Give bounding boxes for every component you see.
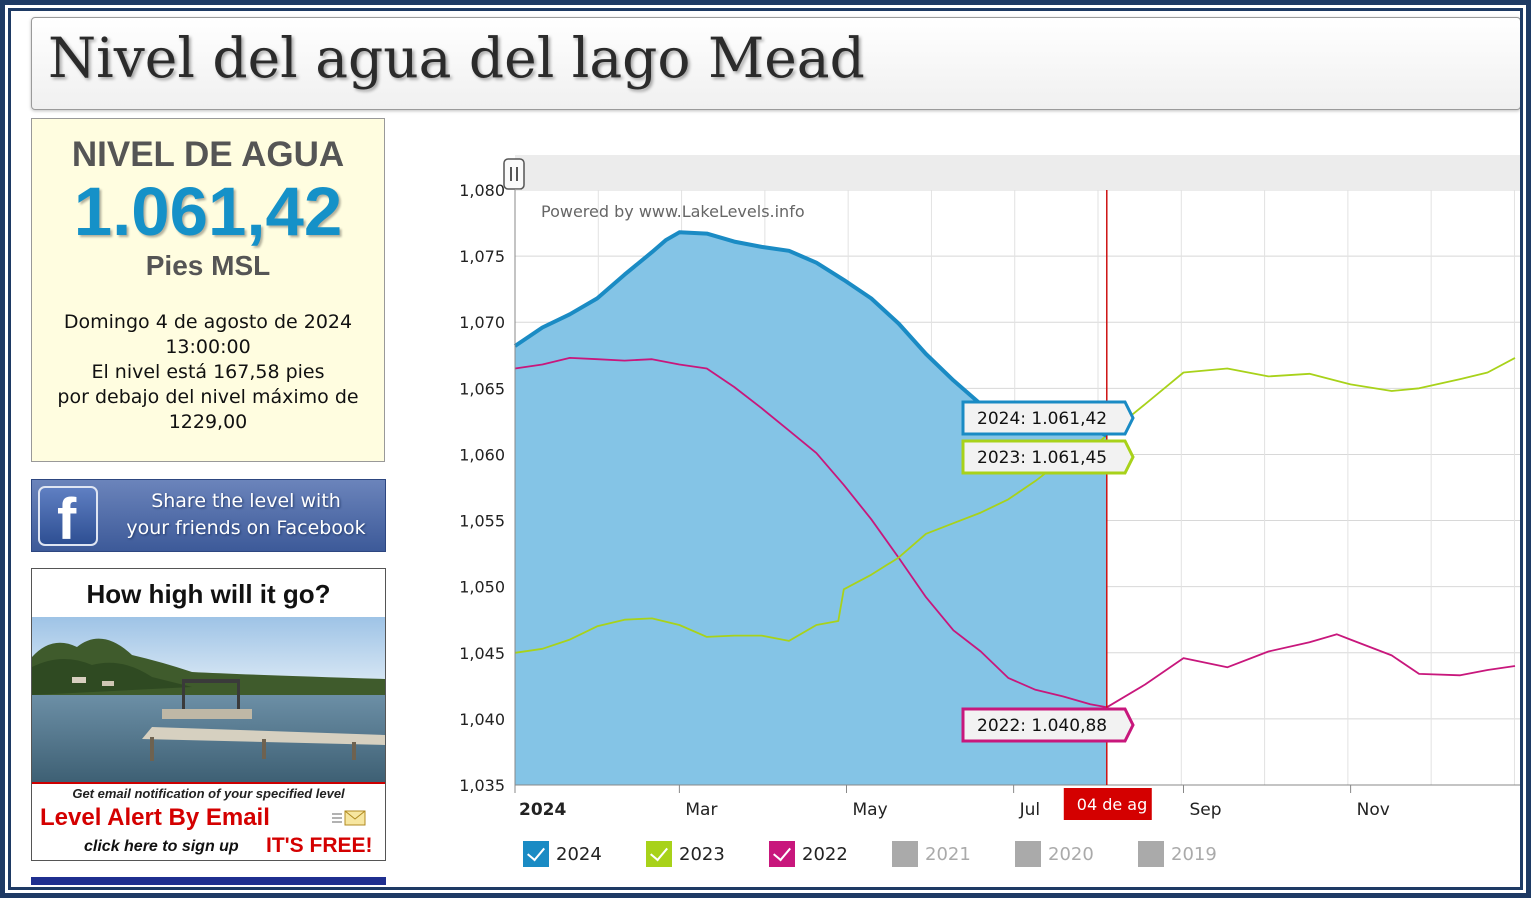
level-value: 1.061,42 [73, 173, 343, 250]
legend-label: 2019 [1171, 844, 1217, 865]
level-description: Domingo 4 de agosto de 2024 13:00:00 El … [32, 310, 384, 435]
checkbox-unchecked-icon[interactable] [1015, 841, 1041, 867]
checkbox-checked-icon[interactable] [769, 841, 795, 867]
y-tick-label: 1,060 [459, 445, 505, 464]
ad-alert-title: Level Alert By Email [40, 804, 270, 831]
tooltip-0: 2024: 1.061,42 [961, 400, 1135, 436]
x-tick-label: Nov [1357, 800, 1390, 820]
page-title: Nivel del agua del lago Mead [48, 26, 865, 90]
lake-dock-photo [32, 617, 385, 782]
y-tick-label: 1,040 [459, 710, 505, 729]
powered-by-label: Powered by www.LakeLevels.info [541, 202, 805, 221]
checkbox-unchecked-icon[interactable] [892, 841, 918, 867]
tooltip-box [961, 439, 1135, 475]
axes: 1,080 1,075 1,070 1,065 1,060 1,055 1,050 1,045… [459, 181, 1520, 820]
legend-label: 2020 [1048, 844, 1094, 865]
legend-label: 2024 [556, 844, 602, 865]
checkbox-unchecked-icon[interactable] [1138, 841, 1164, 867]
area-fill-2024 [515, 232, 1107, 786]
y-tick-label: 1,065 [459, 379, 505, 398]
tooltip-label: 2022: 1.040,88 [977, 716, 1107, 736]
range-navigator[interactable] [515, 155, 1523, 189]
level-status-line1: El nivel está 167,58 pies [91, 361, 325, 383]
tooltips: 2024: 1.061,42 2023: 1.061,45 2022: 1.040,… [961, 400, 1135, 743]
date-flag [1063, 788, 1152, 820]
x-tick-label: May [853, 800, 888, 820]
ad-note: Get email notification of your specified… [72, 786, 345, 801]
facebook-share-line1: Share the level with [151, 490, 341, 512]
y-tick-label: 1,070 [459, 313, 505, 332]
level-alert-ad[interactable]: How high will it go? [31, 568, 386, 861]
facebook-share-text: Share the level with your friends on Fac… [112, 488, 380, 542]
legend-label: 2022 [802, 844, 848, 865]
ad-title: How high will it go? [86, 579, 331, 609]
x-tick-label: Jul [1019, 800, 1041, 820]
legend-label: 2021 [925, 844, 971, 865]
series-line-2023 [514, 357, 1516, 654]
facebook-share-button[interactable]: f Share the level with your friends on F… [31, 479, 386, 552]
tooltip-1: 2023: 1.061,45 [961, 439, 1135, 475]
chart-canvas: 1,080 1,075 1,070 1,065 1,060 1,055 1,050 1,045… [459, 155, 1523, 820]
tooltip-box [961, 400, 1135, 436]
ad-signup-link[interactable]: click here to sign up [84, 838, 239, 855]
level-status-line3: 1229,00 [168, 411, 248, 433]
y-tick-label: 1,080 [459, 181, 505, 200]
next-banner-edge [31, 877, 386, 885]
facebook-share-line2: your friends on Facebook [126, 517, 366, 539]
y-tick-label: 1,035 [459, 776, 505, 795]
checkbox-checked-icon[interactable] [646, 841, 672, 867]
x-tick-label: Mar [685, 800, 717, 820]
area-2024 [515, 232, 1107, 786]
legend-label: 2023 [679, 844, 725, 865]
tooltip-label: 2024: 1.061,42 [977, 409, 1107, 429]
y-tick-label: 1,050 [459, 578, 505, 597]
tooltip-label: 2023: 1.061,45 [977, 448, 1107, 468]
level-unit: Pies MSL [145, 250, 271, 281]
y-tick-label: 1,045 [459, 644, 505, 663]
envelope-icon [332, 810, 366, 826]
series-line-2022 [514, 357, 1516, 709]
x-tick-label: 2024 [519, 800, 566, 820]
page-frame: Nivel del agua del lago Mead NIVEL DE AG… [8, 8, 1523, 890]
navigator-handle[interactable] [503, 158, 525, 190]
facebook-icon: f [38, 486, 98, 552]
level-heading: NIVEL DE AGUA [71, 135, 345, 174]
level-date: Domingo 4 de agosto de 2024 [63, 311, 353, 333]
level-card: NIVEL DE AGUA 1.061,42 Pies MSL Domingo … [31, 118, 385, 462]
level-time: 13:00:00 [165, 336, 251, 358]
tooltip-box [961, 707, 1135, 743]
y-tick-label: 1,055 [459, 512, 505, 531]
lake-level-chart[interactable]: 1,080 1,075 1,070 1,065 1,060 1,055 1,050 1,045… [423, 118, 1523, 887]
y-tick-label: 1,075 [459, 247, 505, 266]
x-tick-label: Sep [1189, 800, 1221, 820]
ad-free-label: IT'S FREE! [266, 834, 373, 857]
checkbox-checked-icon[interactable] [523, 841, 549, 867]
current-date-marker: 04 de ag [1063, 190, 1152, 820]
ad-footer: Get email notification of your specified… [32, 782, 385, 860]
tooltip-2: 2022: 1.040,88 [961, 707, 1135, 743]
level-status-line2: por debajo del nivel máximo de [57, 386, 359, 408]
title-bar: Nivel del agua del lago Mead [31, 17, 1520, 110]
date-flag-label: 04 de ag [1077, 795, 1148, 814]
